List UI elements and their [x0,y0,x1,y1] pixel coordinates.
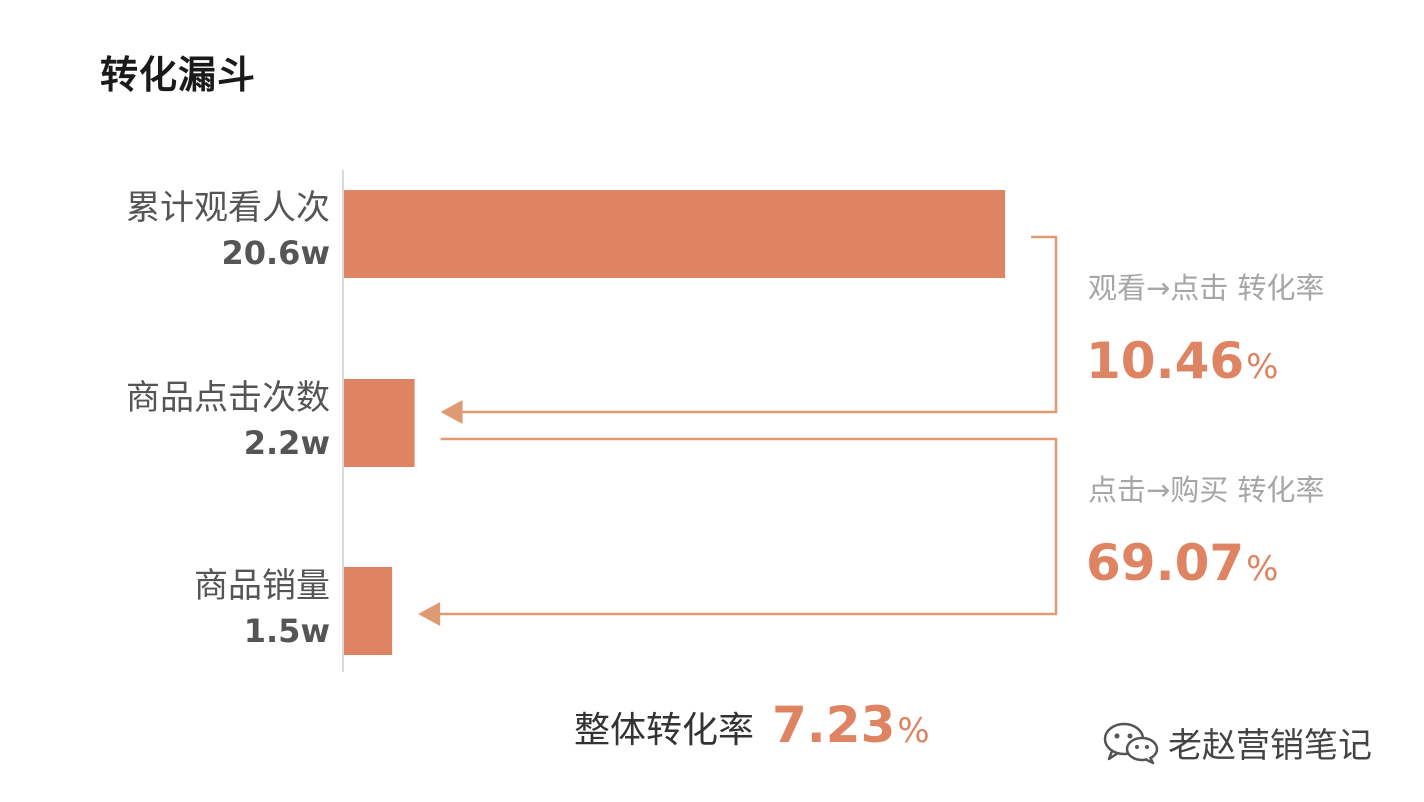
arrow-head-view-click [440,400,463,424]
percent-sign: % [1246,347,1279,387]
overall-conversion: 整体转化率 7.23% [574,700,930,750]
category-label-clicks: 商品点击次数 2.2w [126,376,330,465]
category-name: 累计观看人次 [126,188,330,228]
conversion-rate-click-buy: 69.07% [1086,538,1278,588]
percent-sign: % [897,711,930,751]
overall-conversion-value: 7.23 [772,696,896,754]
watermark-text: 老赵营销笔记 [1168,726,1372,766]
category-label-views: 累计观看人次 20.6w [126,186,330,275]
connectors-layer [418,235,1058,626]
data-label: 20.6w [221,233,330,272]
category-name: 商品销量 [194,566,330,606]
conversion-rate-number: 10.46 [1086,332,1245,390]
category-name: 商品点击次数 [126,378,330,418]
percent-sign: % [1246,549,1279,589]
overall-conversion-label: 整体转化率 [574,710,755,751]
watermark: 老赵营销笔记 [1102,718,1372,767]
connector-view-click [460,235,1058,414]
connector-click-buy [438,437,1058,616]
chart-title: 转化漏斗 [100,53,257,97]
bar-2 [344,567,393,655]
data-label: 2.2w [243,423,330,462]
category-label-sales: 商品销量 1.5w [194,564,330,653]
data-label: 1.5w [243,611,330,650]
bar-1 [344,379,415,467]
bars-layer [344,190,1006,655]
conversion-rate-view-click: 10.46% [1086,336,1278,386]
conversion-caption-click-buy: 点击→购买 转化率 [1088,473,1325,507]
conversion-rate-number: 69.07 [1086,534,1245,592]
bar-0 [344,190,1006,278]
conversion-caption-view-click: 观看→点击 转化率 [1088,271,1325,305]
arrow-head-click-buy [418,602,441,626]
wechat-icon [1103,722,1159,764]
